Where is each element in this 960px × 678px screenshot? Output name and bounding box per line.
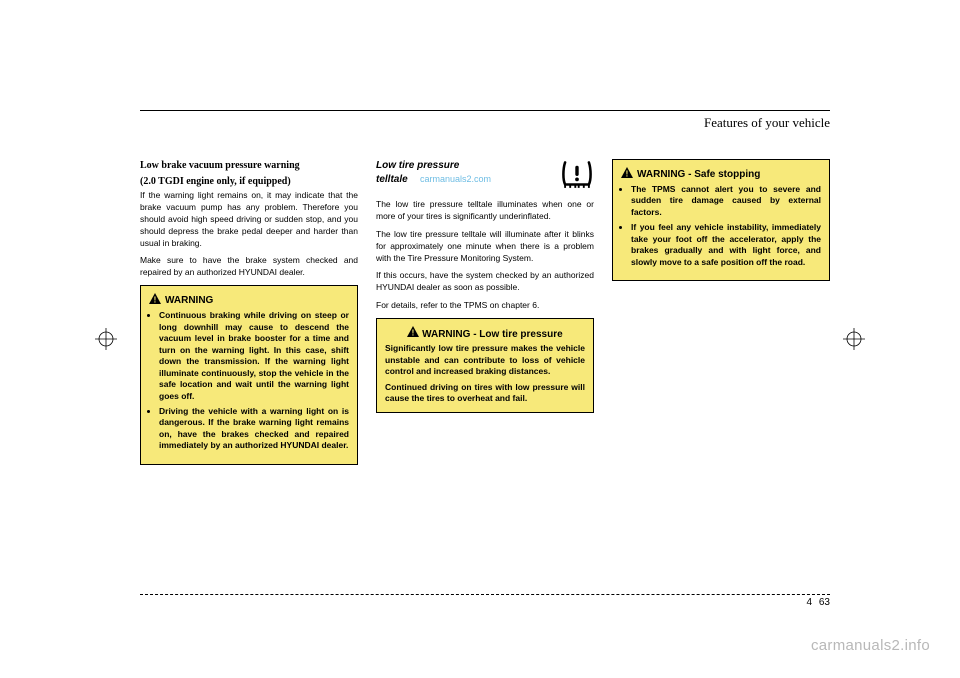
warning-triangle-icon: ! — [407, 326, 419, 340]
page-number: 63 — [819, 597, 830, 608]
warning-label: WARNING — [165, 295, 213, 306]
col2-heading: Low tire pressure telltale — [376, 159, 552, 186]
section-title: Features of your vehicle — [140, 115, 830, 131]
warning-bullet: The TPMS cannot alert you to severe and … — [631, 184, 821, 218]
warning-box-brake: ! WARNING Continuous braking while drivi… — [140, 285, 358, 465]
warning-bullet: Continuous braking while driving on stee… — [159, 310, 349, 402]
col1-para-2: Make sure to have the brake system check… — [140, 255, 358, 279]
col2-para-4: For details, refer to the TPMS on chapte… — [376, 300, 594, 312]
page-content: Features of your vehicle Low brake vacuu… — [140, 110, 830, 610]
registration-mark-left — [95, 328, 117, 350]
tpms-icon — [560, 159, 594, 189]
col2-para-1: The low tire pressure telltale illuminat… — [376, 199, 594, 223]
column-1: Low brake vacuum pressure warning (2.0 T… — [140, 159, 358, 465]
warning-label: WARNING - Safe stopping — [637, 169, 760, 180]
warning-triangle-icon: ! — [621, 167, 633, 181]
column-3: ! WARNING - Safe stopping The TPMS canno… — [612, 159, 830, 465]
warning-box-safe-stopping: ! WARNING - Safe stopping The TPMS canno… — [612, 159, 830, 281]
col1-para-1: If the warning light remains on, it may … — [140, 190, 358, 249]
warning-bullet: Driving the vehicle with a warning light… — [159, 406, 349, 452]
warning-title-brake: ! WARNING — [149, 293, 349, 307]
page-footer: 4 63 — [140, 594, 830, 608]
warning-tire-p1: Significantly low tire pressure makes th… — [385, 343, 585, 377]
svg-text:!: ! — [626, 170, 629, 179]
columns: Low brake vacuum pressure warning (2.0 T… — [140, 159, 830, 465]
col2-heading-line1: Low tire pressure — [376, 160, 459, 171]
col2-heading-line2: telltale — [376, 174, 408, 185]
warning-title-safe: ! WARNING - Safe stopping — [621, 167, 821, 181]
watermark-bottom: carmanuals2.info — [811, 637, 930, 654]
warning-body-tire: Significantly low tire pressure makes th… — [385, 343, 585, 404]
warning-body-safe: The TPMS cannot alert you to severe and … — [621, 184, 821, 268]
warning-bullet: If you feel any vehicle instability, imm… — [631, 222, 821, 268]
tpms-heading-row: Low tire pressure telltale — [376, 159, 594, 189]
col1-heading-1: Low brake vacuum pressure warning — [140, 159, 358, 173]
warning-triangle-icon: ! — [149, 293, 161, 307]
chapter-number: 4 — [807, 597, 813, 608]
svg-text:!: ! — [154, 296, 157, 305]
warning-box-tire: ! WARNING - Low tire pressure Significan… — [376, 318, 594, 413]
svg-text:!: ! — [412, 329, 415, 338]
col2-para-2: The low tire pressure telltale will illu… — [376, 229, 594, 265]
header-rule — [140, 110, 830, 111]
warning-label: WARNING - Low tire pressure — [422, 329, 563, 340]
col2-para-3: If this occurs, have the system checked … — [376, 270, 594, 294]
warning-body-brake: Continuous braking while driving on stee… — [149, 310, 349, 452]
warning-title-tire: ! WARNING - Low tire pressure — [385, 326, 585, 340]
col1-heading-2: (2.0 TGDI engine only, if equipped) — [140, 175, 358, 189]
column-2: Low tire pressure telltale — [376, 159, 594, 465]
warning-tire-p2: Continued driving on tires with low pres… — [385, 382, 585, 405]
registration-mark-right — [843, 328, 865, 350]
